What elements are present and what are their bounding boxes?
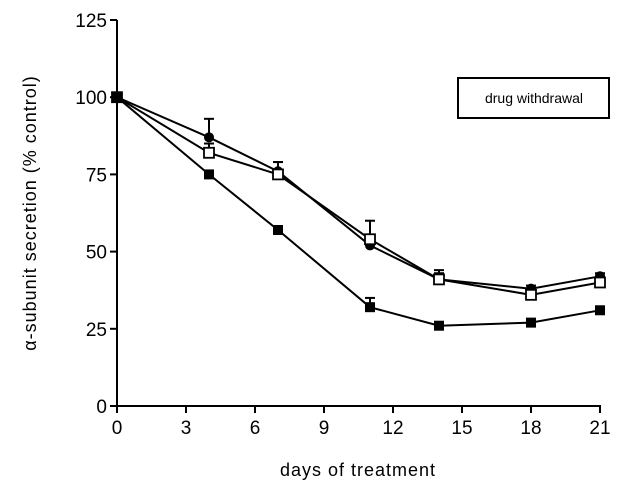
series-filled-circle — [112, 92, 605, 294]
data-point — [433, 273, 445, 286]
data-point — [272, 168, 284, 181]
x-tick-label: 3 — [181, 418, 192, 439]
data-point — [203, 146, 215, 159]
x-tick-label: 9 — [319, 418, 330, 439]
series-line — [116, 96, 601, 296]
data-point — [273, 224, 283, 235]
data-point — [204, 132, 214, 143]
y-tick-label: 100 — [75, 88, 107, 109]
annotation-label: drug withdrawal — [485, 90, 583, 106]
data-point — [594, 276, 606, 289]
x-tick-label: 21 — [589, 418, 610, 439]
x-axis-title: days of treatment — [280, 460, 436, 480]
data-point — [525, 288, 537, 301]
legend: drug withdrawal — [457, 77, 610, 119]
y-tick-label: 0 — [96, 397, 107, 418]
y-axis-title: α-subunit secretion (% control) — [20, 75, 40, 351]
series-filled-square — [112, 92, 605, 331]
y-tick-label: 75 — [86, 165, 107, 186]
axes — [116, 20, 601, 407]
series-line — [116, 96, 601, 290]
data-point — [204, 169, 214, 180]
y-tick-label: 125 — [75, 11, 107, 32]
data-point — [434, 320, 444, 331]
x-tick-label: 0 — [112, 418, 123, 439]
series-open-square — [111, 91, 606, 301]
ticks: 0 25 50 75 100 125 0 3 6 9 12 15 18 21 — [75, 11, 610, 439]
data-point — [526, 317, 536, 328]
data-point — [112, 92, 122, 103]
x-tick-label: 12 — [382, 418, 403, 439]
data-point — [364, 233, 376, 246]
data-point — [365, 302, 375, 313]
y-tick-label: 50 — [86, 243, 107, 264]
annotation-box — [457, 77, 610, 119]
data-point — [595, 305, 605, 316]
x-tick-label: 6 — [250, 418, 261, 439]
x-tick-label: 15 — [451, 418, 472, 439]
y-tick-label: 25 — [86, 320, 107, 341]
series-group — [111, 91, 606, 331]
x-tick-label: 18 — [520, 418, 541, 439]
